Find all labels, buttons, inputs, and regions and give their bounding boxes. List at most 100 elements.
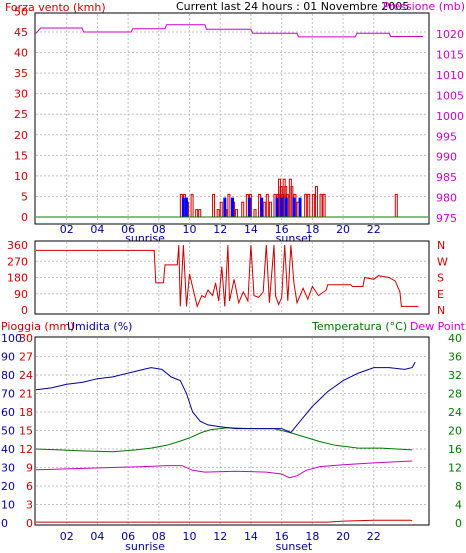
dewpoint-line [35,460,413,479]
wind-tick-label: 15 [14,149,28,162]
direction-degree-ticks: 0 90 180 270 360 [7,239,28,317]
wind-tick-label: 10 [14,170,28,183]
humidity-tick-label: 50 [1,425,15,438]
compass-tick-label: S [437,272,444,285]
hour-tick-label: 22 [367,223,381,236]
hour-tick-label: 18 [305,530,319,543]
humidity-axis-label: Umidita (%) [67,320,132,333]
wind-left-ticks: 0 5 10 15 20 25 30 35 40 45 50 [14,5,28,224]
wind-tick-label: 35 [14,67,28,80]
wind-tick-label: 5 [21,190,28,203]
temperature-tick-label: 16 [448,443,462,456]
rain-line [36,519,413,523]
direction-tick-label: 270 [7,255,28,268]
hour-tick-label: 12 [213,223,227,236]
rain-tick-label: 24 [19,369,33,382]
hour-tick-label: 16 [275,223,289,236]
rain-tick-label: 21 [19,388,33,401]
direction-tick-label: 180 [7,272,28,285]
direction-line [36,244,419,308]
hour-tick-label: 16 [275,530,289,543]
hour-tick-label: 14 [244,530,258,543]
pressure-tick-label: 1010 [436,69,464,82]
hour-tick-label: 02 [60,223,74,236]
wind-axis-label: Forza vento (kmh) [5,1,106,14]
humidity-tick-label: 30 [1,462,15,475]
pressure-tick-label: 995 [436,130,457,143]
pressure-tick-label: 990 [436,151,457,164]
gust-bar [184,197,188,217]
rain-tick-label: 27 [19,351,33,364]
temperature-axis-label: Temperatura (°C) [311,320,407,333]
rain-tick-label: 0 [26,517,33,530]
gust-bar [247,197,251,217]
sunset-label-bottom: sunset [276,540,313,553]
direction-tick-label: 90 [14,288,28,301]
gust-bar [260,197,264,217]
hour-tick-label: 04 [90,223,104,236]
pressure-tick-label: 985 [436,171,457,184]
rain-tick-label: 9 [26,462,33,475]
chart-title: Current last 24 hours : 01 Novembre 2005 [176,0,409,13]
temperature-tick-label: 32 [448,369,462,382]
pressure-tick-label: 1000 [436,110,464,123]
pressure-tick-label: 980 [436,192,457,205]
temperature-tick-label: 0 [455,517,462,530]
temp-x-ticks: 02 04 06 08 10 12 14 16 18 20 22 [60,530,381,543]
pressure-tick-label: 1020 [436,28,464,41]
wind-tick-label: 25 [14,108,28,121]
temperature-tick-label: 20 [448,425,462,438]
wind-tick-label: 0 [21,211,28,224]
temperature-tick-label: 36 [448,351,462,364]
wind-tick-label: 45 [14,26,28,39]
dewpoint-axis-label: Dew Point [410,320,466,333]
hour-tick-label: 04 [90,530,104,543]
rain-tick-label: 6 [26,480,33,493]
hour-tick-label: 20 [336,223,350,236]
compass-tick-label: N [437,304,445,317]
humidity-tick-label: 0 [1,517,8,530]
humidity-tick-label: 20 [1,480,15,493]
hour-tick-label: 14 [244,223,258,236]
temperature-tick-label: 24 [448,406,462,419]
temperature-tick-label: 8 [455,480,462,493]
gust-bar [181,197,185,217]
humidity-tick-label: 80 [1,369,15,382]
wind-plot-frame [34,12,430,225]
direction-tick-label: 0 [21,304,28,317]
hour-tick-label: 12 [213,530,227,543]
hour-tick-label: 20 [336,530,350,543]
humidity-ticks: 0 10 20 30 40 50 60 70 80 90 100 [1,332,22,530]
temperature-line [35,427,413,453]
humidity-tick-label: 90 [1,351,15,364]
hour-tick-label: 06 [121,223,135,236]
direction-tick-label: 360 [7,239,28,252]
hour-tick-label: 22 [367,530,381,543]
gust-bar [275,197,279,217]
gust-bars [181,197,302,217]
hour-tick-label: 08 [152,223,166,236]
wind-tick-label: 20 [14,129,28,142]
humidity-tick-label: 100 [1,332,22,345]
gust-bar [292,197,296,217]
gust-bar [280,197,284,217]
pressure-line [35,24,423,38]
humidity-tick-label: 40 [1,443,15,456]
wind-tick-label: 30 [14,88,28,101]
temperature-ticks: 0 4 8 12 16 20 24 28 32 36 40 [448,332,462,530]
temperature-tick-label: 4 [455,499,462,512]
compass-tick-label: W [437,255,448,268]
hour-tick-label: 06 [121,530,135,543]
rain-tick-label: 3 [26,499,33,512]
pressure-right-ticks: 975 980 985 990 995 1000 1005 1010 1015 1020 [436,28,464,225]
humidity-line [35,361,416,434]
humidity-tick-label: 70 [1,388,15,401]
pressure-axis-label: Pressione (mb) [383,0,465,13]
hour-tick-label: 10 [183,223,197,236]
hour-tick-label: 18 [305,223,319,236]
hour-tick-label: 10 [183,530,197,543]
